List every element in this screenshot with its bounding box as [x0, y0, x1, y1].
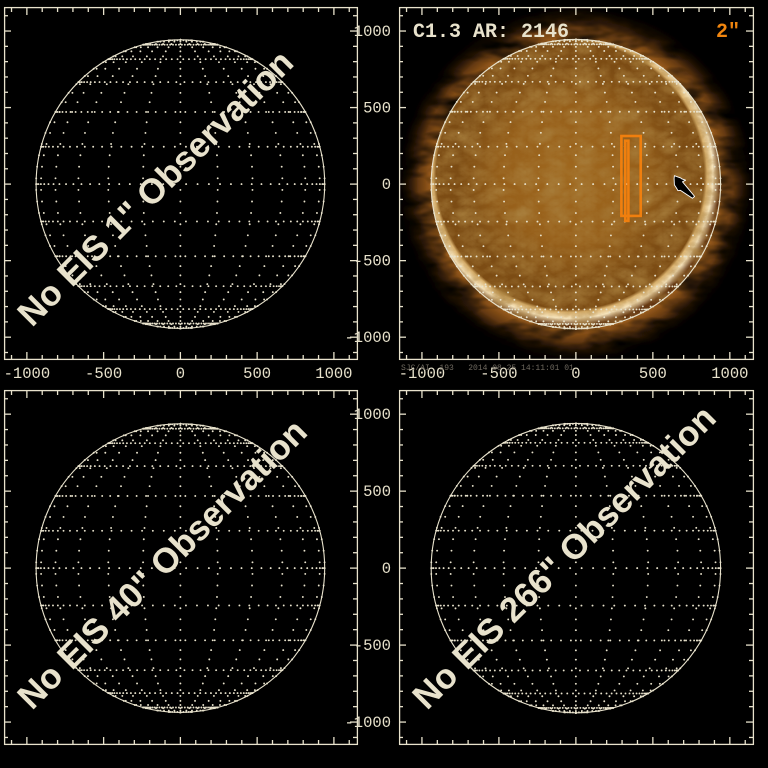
svg-text:-1000: -1000: [344, 329, 391, 347]
svg-text:No EIS 40" Observation: No EIS 40" Observation: [10, 412, 315, 717]
svg-text:-1000: -1000: [4, 365, 51, 383]
svg-text:1000: 1000: [315, 365, 352, 383]
svg-text:0: 0: [382, 176, 391, 194]
svg-text:500: 500: [363, 483, 391, 501]
svg-text:500: 500: [243, 365, 271, 383]
svg-text:SJC/AI 193 2014 08 25 14:11: SJC/AI 193 2014 08 25 14:11:01 01: [401, 364, 574, 373]
svg-text:500: 500: [363, 100, 391, 118]
svg-text:-500: -500: [354, 637, 391, 655]
svg-text:1000: 1000: [354, 23, 391, 41]
svg-text:-500: -500: [354, 253, 391, 271]
svg-text:No EIS 1" Observation: No EIS 1" Observation: [10, 43, 301, 334]
svg-text:0: 0: [382, 560, 391, 578]
svg-text:500: 500: [639, 365, 667, 383]
svg-text:C1.3 AR: 2146: C1.3 AR: 2146: [413, 21, 569, 44]
svg-text:1000: 1000: [711, 365, 748, 383]
svg-text:2": 2": [716, 21, 740, 44]
svg-text:No EIS 266" Observation: No EIS 266" Observation: [405, 398, 724, 717]
svg-text:1000: 1000: [354, 406, 391, 424]
svg-text:-500: -500: [85, 365, 122, 383]
svg-text:-1000: -1000: [344, 714, 391, 732]
svg-text:0: 0: [176, 365, 185, 383]
